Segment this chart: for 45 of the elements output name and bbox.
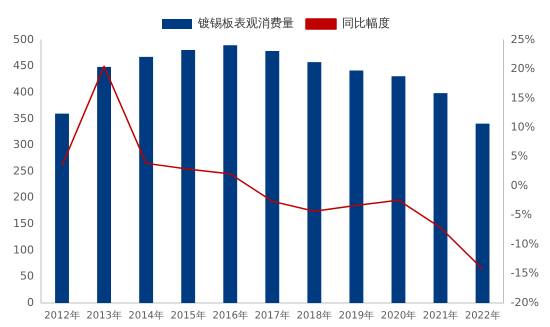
legend-label: 同比幅度 bbox=[342, 16, 390, 30]
bar bbox=[476, 124, 490, 303]
bar bbox=[139, 56, 154, 303]
y-tick-label: 400 bbox=[12, 85, 34, 98]
x-tick-label: 2013年 bbox=[86, 310, 122, 322]
y2-tick-label: 5% bbox=[510, 150, 528, 163]
y2-tick-label: 10% bbox=[510, 120, 536, 134]
x-tick-label: 2016年 bbox=[212, 310, 248, 322]
bar bbox=[223, 45, 238, 303]
y2-tick-label: -20% bbox=[510, 296, 540, 309]
y-tick-label: 200 bbox=[12, 190, 34, 204]
y2-tick-label: -10% bbox=[510, 237, 540, 250]
x-tick-label: 2014年 bbox=[128, 310, 164, 322]
x-tick-label: 2022年 bbox=[464, 310, 500, 322]
x-tick-label: 2017年 bbox=[254, 310, 290, 322]
y2-tick-label: 0% bbox=[510, 178, 528, 192]
y-tick-label: 50 bbox=[20, 270, 34, 283]
x-tick-label: 2012年 bbox=[44, 310, 80, 322]
y-tick-label: 350 bbox=[12, 112, 34, 125]
x-tick-label: 2019年 bbox=[338, 310, 374, 322]
legend-label: 镀锡板表观消费量 bbox=[197, 16, 294, 30]
y2-tick-label: -15% bbox=[510, 266, 540, 280]
bar bbox=[55, 114, 69, 303]
x-tick-label: 2020年 bbox=[380, 310, 416, 322]
bar bbox=[307, 62, 322, 303]
y-tick-label: 0 bbox=[26, 296, 34, 309]
bar bbox=[97, 66, 112, 303]
bar bbox=[392, 76, 406, 303]
y2-tick-label: 20% bbox=[510, 62, 536, 76]
y2-tick-label: 25% bbox=[510, 32, 536, 46]
x-tick-label: 2021年 bbox=[422, 310, 458, 322]
y-tick-label: 150 bbox=[12, 216, 34, 230]
y-tick-label: 300 bbox=[12, 138, 34, 152]
y-tick-label: 500 bbox=[12, 32, 34, 46]
y-tick-label: 100 bbox=[12, 243, 34, 256]
x-tick-label: 2018年 bbox=[296, 310, 332, 322]
bar bbox=[434, 93, 448, 303]
y2-tick-label: 15% bbox=[510, 91, 536, 104]
bar bbox=[181, 50, 196, 303]
y-tick-label: 250 bbox=[12, 164, 34, 178]
y2-tick-label: -5% bbox=[510, 208, 532, 222]
bar bbox=[349, 70, 364, 303]
y-tick-label: 450 bbox=[12, 59, 34, 72]
x-tick-label: 2015年 bbox=[170, 310, 206, 322]
bar bbox=[265, 51, 280, 303]
